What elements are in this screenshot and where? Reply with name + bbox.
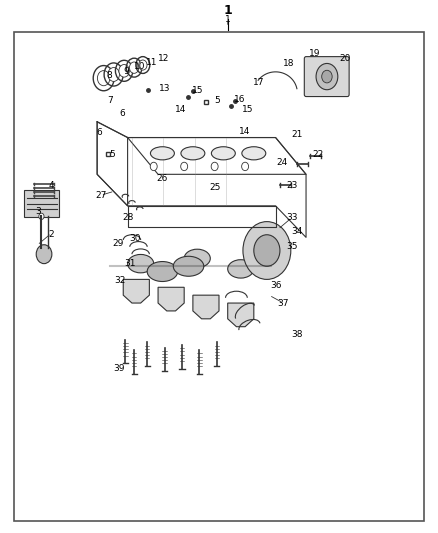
Text: 39: 39 (113, 364, 125, 373)
Ellipse shape (150, 147, 174, 160)
Text: 38: 38 (292, 330, 303, 339)
Ellipse shape (228, 260, 254, 278)
Text: 37: 37 (278, 298, 289, 308)
Text: 3: 3 (35, 207, 41, 216)
Text: 26: 26 (157, 174, 168, 183)
FancyBboxPatch shape (25, 190, 59, 217)
Text: 6: 6 (120, 109, 125, 118)
Text: 5: 5 (110, 150, 115, 159)
Text: 27: 27 (95, 191, 106, 200)
Ellipse shape (173, 256, 204, 276)
Text: 20: 20 (339, 54, 351, 63)
Text: 28: 28 (122, 213, 133, 222)
Ellipse shape (242, 147, 266, 160)
Text: 17: 17 (253, 78, 265, 87)
Polygon shape (193, 295, 219, 319)
Ellipse shape (147, 262, 178, 281)
Circle shape (243, 222, 291, 279)
Circle shape (254, 235, 280, 266)
Text: 5: 5 (214, 96, 220, 105)
Polygon shape (158, 287, 184, 311)
Text: 34: 34 (292, 227, 303, 236)
Circle shape (36, 245, 52, 264)
Circle shape (316, 63, 338, 90)
Text: 14: 14 (176, 104, 187, 114)
Text: 15: 15 (241, 105, 253, 114)
Text: 36: 36 (270, 281, 281, 290)
Text: 21: 21 (292, 131, 303, 140)
Text: 32: 32 (114, 276, 125, 285)
Ellipse shape (181, 147, 205, 160)
Text: 2: 2 (49, 230, 54, 239)
Text: 13: 13 (159, 84, 170, 93)
Text: 14: 14 (240, 127, 251, 136)
Text: 30: 30 (130, 234, 141, 243)
Ellipse shape (212, 147, 235, 160)
Circle shape (97, 70, 110, 86)
Text: 16: 16 (234, 95, 246, 104)
Text: 1: 1 (223, 4, 232, 17)
Text: 25: 25 (209, 183, 220, 192)
Polygon shape (123, 279, 149, 303)
Text: 11: 11 (146, 59, 157, 68)
Text: 12: 12 (158, 54, 169, 63)
Ellipse shape (127, 254, 154, 273)
Text: 8: 8 (106, 71, 112, 80)
Text: 15: 15 (191, 86, 203, 95)
Ellipse shape (184, 249, 210, 268)
Text: 33: 33 (286, 213, 298, 222)
Text: 10: 10 (134, 62, 145, 70)
Circle shape (322, 70, 332, 83)
Text: 19: 19 (309, 49, 321, 58)
Text: 1: 1 (225, 15, 230, 24)
Circle shape (139, 60, 147, 70)
FancyBboxPatch shape (304, 56, 349, 96)
Text: 35: 35 (286, 242, 298, 251)
Text: 18: 18 (283, 60, 294, 68)
Circle shape (242, 162, 249, 171)
Circle shape (130, 62, 139, 74)
Text: 24: 24 (276, 158, 288, 167)
Polygon shape (228, 303, 254, 327)
Circle shape (150, 162, 157, 171)
Circle shape (181, 162, 187, 171)
Text: 4: 4 (49, 181, 54, 190)
Text: 22: 22 (313, 150, 324, 159)
Circle shape (211, 162, 218, 171)
Text: 6: 6 (96, 128, 102, 137)
Text: 9: 9 (123, 67, 129, 76)
Text: 31: 31 (124, 259, 135, 268)
Circle shape (108, 68, 120, 82)
Circle shape (119, 64, 129, 77)
Text: 29: 29 (112, 239, 124, 248)
Text: 7: 7 (107, 96, 113, 105)
Circle shape (39, 213, 44, 220)
Text: 23: 23 (286, 181, 298, 190)
